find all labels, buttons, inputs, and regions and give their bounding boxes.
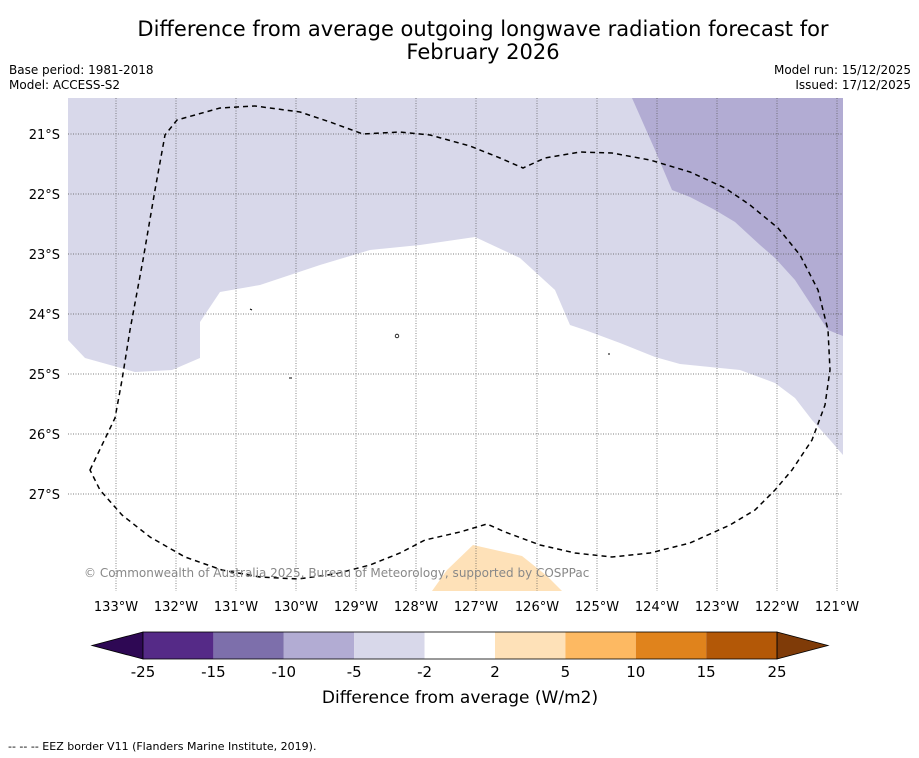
colorbar-bin [213,632,284,659]
colorbar-tick: 2 [490,663,500,681]
island-marker [394,333,400,339]
colorbar-bin [495,632,566,659]
issued-date: Issued: 17/12/2025 [795,78,911,92]
colorbar-tick: -10 [272,663,297,681]
colorbar-tick: 5 [561,663,571,681]
lon-label: 129°W [334,600,378,615]
colorbar-tick: -25 [131,663,156,681]
lat-label: 24°S [29,308,60,323]
colorbar-bin [354,632,425,659]
colorbar-tick: -5 [347,663,362,681]
copyright-text: © Commonwealth of Australia 2025, Bureau… [84,566,589,580]
lon-label: 132°W [154,600,198,615]
lon-label: 123°W [695,600,739,615]
lon-label: 133°W [94,600,138,615]
base-period: Base period: 1981-2018 [9,63,154,77]
title-line-1: Difference from average outgoing longwav… [137,17,829,41]
colorbar-min-arrow [90,631,144,660]
meta-left: Base period: 1981-2018 Model: ACCESS-S2 [9,63,154,93]
map-panel: © Commonwealth of Australia 2025, Bureau… [68,98,843,591]
lat-labels: 21°S 22°S 23°S 24°S 25°S 26°S 27°S [29,128,60,503]
lon-label: 130°W [274,600,318,615]
colorbar-ticks: -25 -15 -10 -5 -2 2 5 10 15 25 [131,663,787,681]
region-light-lavender [68,98,843,455]
colorbar-bin [283,632,355,659]
region-dark-lavender [632,98,843,336]
title-line-2: February 2026 [406,40,560,64]
lon-label: 124°W [635,600,679,615]
island-marker [249,308,253,311]
lat-label: 23°S [29,248,60,263]
colorbar-label: Difference from average (W/m2) [322,688,598,708]
lon-label: 125°W [575,600,619,615]
lon-label: 127°W [454,600,498,615]
model-run: Model run: 15/12/2025 [773,63,911,77]
lat-label: 26°S [29,428,60,443]
colorbar-bin [424,632,495,659]
eez-footnote: -- -- -- EEZ border V11 (Flanders Marine… [8,740,317,753]
colorbar-tick: -15 [201,663,226,681]
eez-border [89,105,831,580]
lat-label: 25°S [29,368,60,383]
colorbar-bin [635,632,707,659]
colorbar-tick: -2 [417,663,432,681]
meta-right: Model run: 15/12/2025 Issued: 17/12/2025 [774,63,911,93]
colorbar: -25 -15 -10 -5 -2 2 5 10 15 25 Differenc… [90,631,830,708]
model-name: Model: ACCESS-S2 [9,78,121,92]
colorbar-max-arrow [776,631,830,660]
lat-label: 22°S [29,188,60,203]
colorbar-bin [143,632,214,659]
colorbar-tick: 25 [767,663,786,681]
chart-title: Difference from average outgoing longwav… [0,18,919,64]
lon-label: 122°W [755,600,799,615]
colorbar-tick: 15 [697,663,716,681]
lon-labels: 133°W 132°W 131°W 130°W 129°W 128°W 127°… [94,600,859,615]
region-light-orange [432,545,562,591]
colorbar-tick: 10 [626,663,645,681]
lon-label: 121°W [815,600,859,615]
lat-label: 27°S [29,488,60,503]
lat-label: 21°S [29,128,60,143]
colorbar-bin [706,632,777,659]
lon-label: 126°W [515,600,559,615]
lon-label: 128°W [394,600,438,615]
map-gridlines [68,98,843,591]
lon-label: 131°W [214,600,258,615]
colorbar-bin [565,632,636,659]
colorbar-outline [142,631,778,660]
